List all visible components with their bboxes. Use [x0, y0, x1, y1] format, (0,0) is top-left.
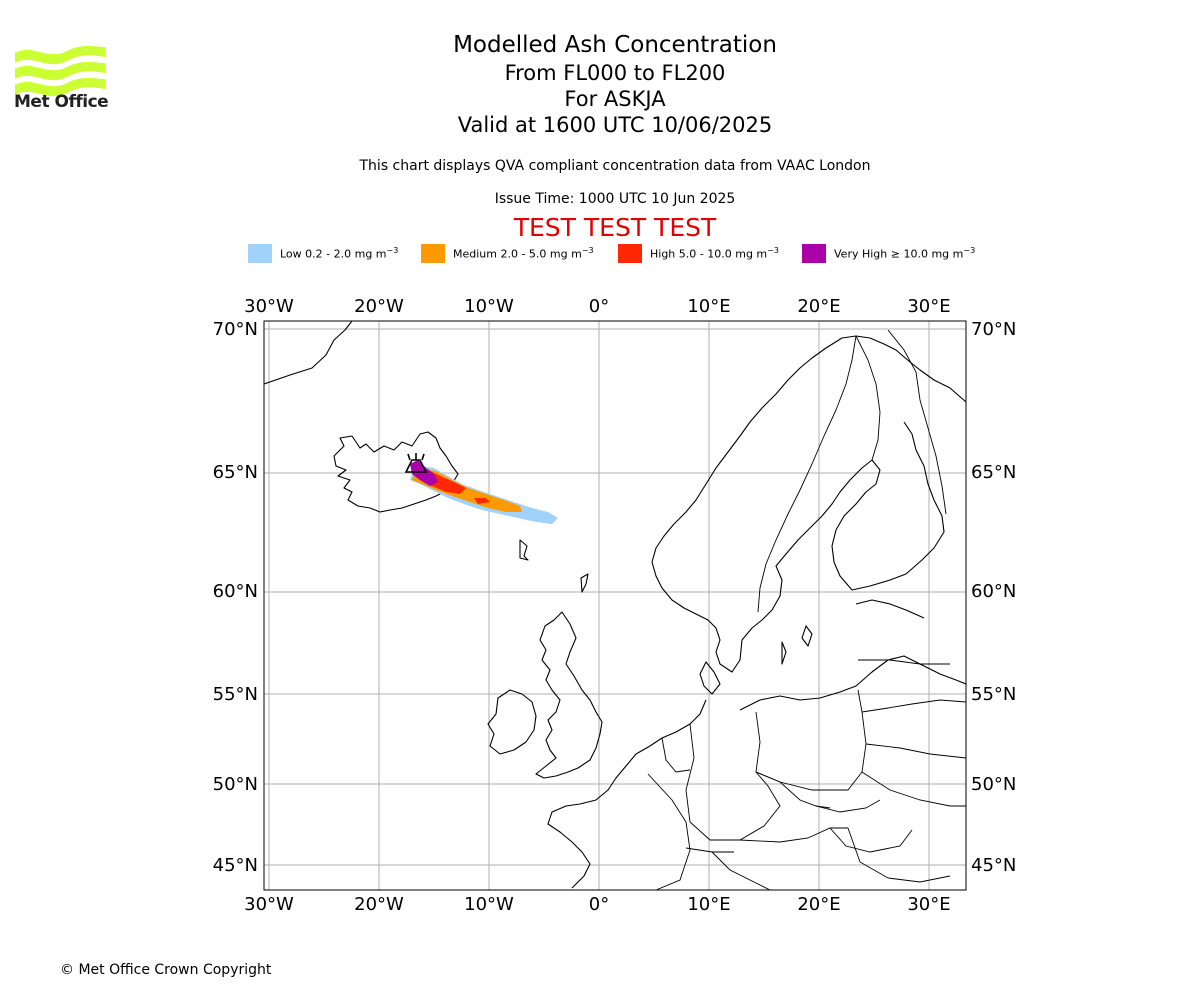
- lat-label-right: 45°N: [971, 855, 1016, 876]
- logo-wave-3: [15, 78, 105, 97]
- coast-norway: [651, 335, 966, 673]
- lat-label-right: 60°N: [971, 581, 1016, 602]
- border-benelux: [661, 737, 691, 773]
- legend-label-high: High 5.0 - 10.0 mg m−3: [650, 246, 779, 261]
- border-italy: [711, 851, 771, 890]
- copyright: © Met Office Crown Copyright: [60, 962, 272, 978]
- coast-oland: [781, 641, 787, 665]
- graticule: [264, 321, 966, 890]
- logo-wave-2: [15, 62, 105, 81]
- lat-label-right: 70°N: [971, 319, 1016, 340]
- coast-great-britain: [535, 611, 603, 779]
- lat-label-left: 60°N: [213, 581, 258, 602]
- border-hungary: [829, 827, 913, 853]
- coast-baltic: [831, 421, 945, 591]
- border-france: [647, 773, 691, 890]
- coast-faroes: [519, 539, 529, 561]
- met-office-logo: [15, 46, 105, 97]
- lat-labels-right: 70°N 65°N 60°N 55°N 50°N 45°N: [971, 319, 1016, 876]
- valid-time: Valid at 1600 UTC 10/06/2025: [457, 113, 773, 137]
- border-balkans: [847, 827, 951, 883]
- coast-baltic-south: [739, 655, 966, 711]
- border-czechia: [755, 771, 831, 809]
- logo-wave-1: [15, 46, 105, 65]
- legend-label-very-high: Very High ≥ 10.0 mg m−3: [834, 246, 976, 261]
- border-latvia: [858, 659, 950, 665]
- title-block: Modelled Ash Concentration From FL000 to…: [0, 30, 1200, 138]
- ash-plume: [410, 460, 558, 524]
- lat-label-right: 50°N: [971, 774, 1016, 795]
- border-germany: [685, 723, 781, 841]
- coast-continent: [547, 699, 707, 889]
- lon-labels-bottom: 30°W 20°W 10°W 0° 10°E 20°E 30°E: [244, 894, 950, 915]
- lon-label-top: 10°W: [464, 296, 514, 317]
- coast-iceland: [333, 431, 459, 513]
- lat-label-left: 45°N: [213, 855, 258, 876]
- lat-label-left: 65°N: [213, 462, 258, 483]
- border-finland-russia: [887, 329, 947, 515]
- border-slovakia: [815, 799, 881, 813]
- logo-text: Met Office: [14, 92, 109, 112]
- lat-label-left: 55°N: [213, 684, 258, 705]
- flight-levels: From FL000 to FL200: [504, 61, 726, 85]
- lon-label-bottom: 0°: [589, 894, 609, 915]
- ash-very-high: [410, 460, 438, 486]
- border-belarus: [865, 743, 966, 759]
- lat-label-left: 50°N: [213, 774, 258, 795]
- lon-labels-top: 30°W 20°W 10°W 0° 10°E 20°E 30°E: [244, 296, 950, 317]
- lon-label-bottom: 20°E: [797, 894, 840, 915]
- map-background: [264, 321, 966, 890]
- coast-denmark: [699, 661, 721, 695]
- lon-label-top: 0°: [589, 296, 609, 317]
- lon-label-bottom: 20°W: [354, 894, 404, 915]
- lon-label-bottom: 30°W: [244, 894, 294, 915]
- coastlines: [264, 321, 966, 889]
- lat-label-left: 70°N: [213, 319, 258, 340]
- legend-label-medium: Medium 2.0 - 5.0 mg m−3: [453, 246, 594, 261]
- lon-label-top: 30°E: [907, 296, 950, 317]
- coast-ireland: [487, 689, 537, 755]
- map-frame: [263, 320, 967, 891]
- legend-swatch-very-high: [802, 244, 826, 263]
- lon-label-top: 30°W: [244, 296, 294, 317]
- ash-high-patch: [474, 498, 490, 504]
- lat-label-right: 65°N: [971, 462, 1016, 483]
- volcano-marker: [404, 453, 428, 473]
- coast-gotland: [801, 625, 813, 647]
- legend-label-low: Low 0.2 - 2.0 mg m−3: [280, 246, 399, 261]
- border-baltics: [861, 699, 966, 713]
- lon-label-top: 10°E: [687, 296, 730, 317]
- border-ukraine: [861, 771, 966, 807]
- issue-time: Issue Time: 1000 UTC 10 Jun 2025: [494, 191, 736, 207]
- volcano-name: For ASKJA: [564, 87, 666, 111]
- border-austria: [739, 827, 848, 843]
- lon-label-bottom: 30°E: [907, 894, 950, 915]
- lon-label-top: 20°E: [797, 296, 840, 317]
- coast-shetland: [580, 573, 589, 593]
- borders: [647, 329, 966, 890]
- test-banner: TEST TEST TEST: [513, 213, 717, 242]
- coast-greenland: [264, 321, 353, 385]
- legend-swatch-high: [618, 244, 642, 263]
- coast-estonia: [855, 599, 925, 619]
- compliance-note: This chart displays QVA compliant concen…: [359, 158, 871, 174]
- lon-label-bottom: 10°E: [687, 894, 730, 915]
- border-norway-sweden: [757, 335, 857, 613]
- legend-swatch-medium: [421, 244, 445, 263]
- border-poland: [755, 689, 867, 791]
- lat-label-right: 55°N: [971, 684, 1016, 705]
- chart-title: Modelled Ash Concentration: [453, 32, 777, 58]
- border-sweden-finland: [855, 335, 881, 461]
- lon-label-bottom: 10°W: [464, 894, 514, 915]
- lon-label-top: 20°W: [354, 296, 404, 317]
- legend-swatch-low: [248, 244, 272, 263]
- lat-labels-left: 70°N 65°N 60°N 55°N 50°N 45°N: [213, 319, 258, 876]
